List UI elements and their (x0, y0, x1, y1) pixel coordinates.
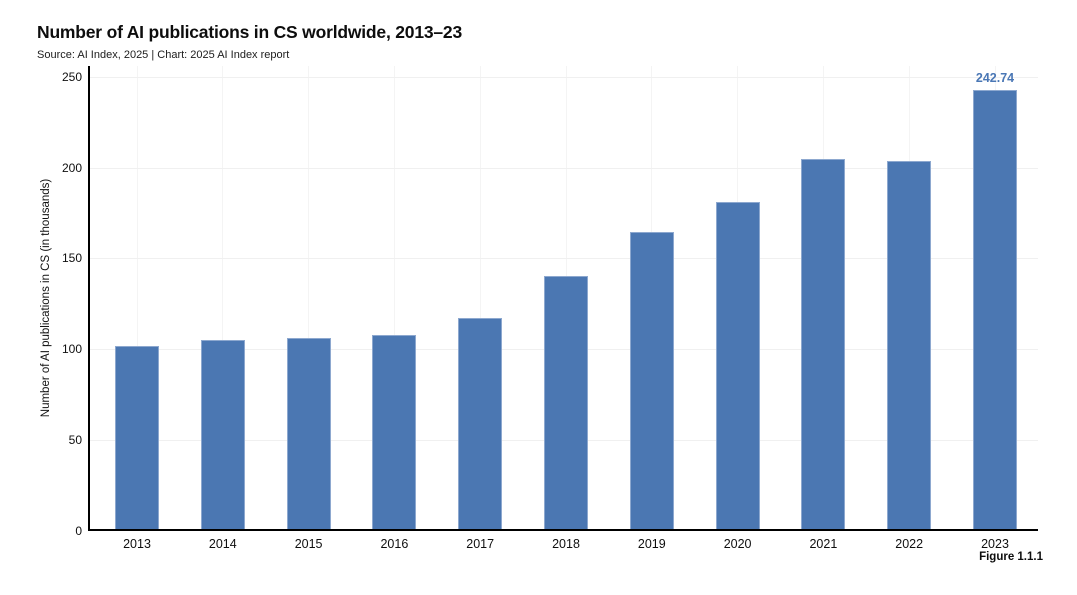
chart-title: Number of AI publications in CS worldwid… (37, 22, 462, 42)
vertical-gridline (222, 66, 224, 531)
x-tick-label: 2013 (123, 537, 151, 551)
x-axis-line (88, 529, 1038, 531)
figure-label: Figure 1.1.1 (979, 551, 1043, 563)
y-tick-label: 150 (61, 251, 82, 266)
bar-2023 (973, 89, 1017, 531)
vertical-gridline (393, 66, 395, 531)
horizontal-gridline (90, 76, 1038, 78)
bar-2021 (801, 159, 846, 531)
x-tick-label: 2018 (552, 537, 580, 551)
vertical-gridline (136, 66, 138, 531)
y-tick-label: 100 (61, 342, 82, 357)
bar-2022 (887, 161, 932, 531)
y-tick-label: 200 (61, 160, 82, 175)
x-axis-tick-labels: 2013 2014 2015 2016 2017 2018 2019 2020 2021 2022… (90, 537, 1038, 555)
bar-2014 (200, 340, 245, 531)
x-tick-label: 2022 (895, 537, 924, 551)
bar-2013 (115, 345, 159, 531)
horizontal-gridline (90, 258, 1038, 260)
x-tick-label: 2015 (294, 537, 323, 551)
x-tick-label: 2021 (809, 537, 838, 551)
y-tick-label: 50 (68, 433, 82, 448)
chart-subtitle: Source: AI Index, 2025 | Chart: 2025 AI … (37, 49, 290, 61)
x-tick-label: 2017 (466, 537, 495, 551)
x-tick-label: 2020 (723, 537, 752, 551)
bar-2015 (286, 338, 331, 531)
plot-area: 242.74 (90, 66, 1038, 531)
y-axis-line (88, 66, 90, 531)
vertical-gridline (308, 66, 310, 531)
vertical-gridline (479, 66, 481, 531)
bar-2016 (372, 334, 417, 531)
bar-2017 (458, 317, 503, 531)
bar-2019 (629, 231, 674, 531)
x-tick-label: 2019 (637, 537, 666, 551)
bar-value-label: 242.74 (975, 70, 1015, 85)
x-tick-label: 2016 (380, 537, 409, 551)
bar-2020 (715, 201, 760, 531)
y-axis-tick-labels: 0 50 100 150 200 250 (0, 66, 82, 538)
y-tick-label: 0 (75, 524, 82, 538)
horizontal-gridline (90, 167, 1038, 169)
x-tick-label: 2014 (208, 537, 237, 551)
y-tick-label: 250 (61, 69, 82, 84)
x-tick-label: 2023 (981, 537, 1009, 551)
bar-2018 (544, 276, 588, 531)
